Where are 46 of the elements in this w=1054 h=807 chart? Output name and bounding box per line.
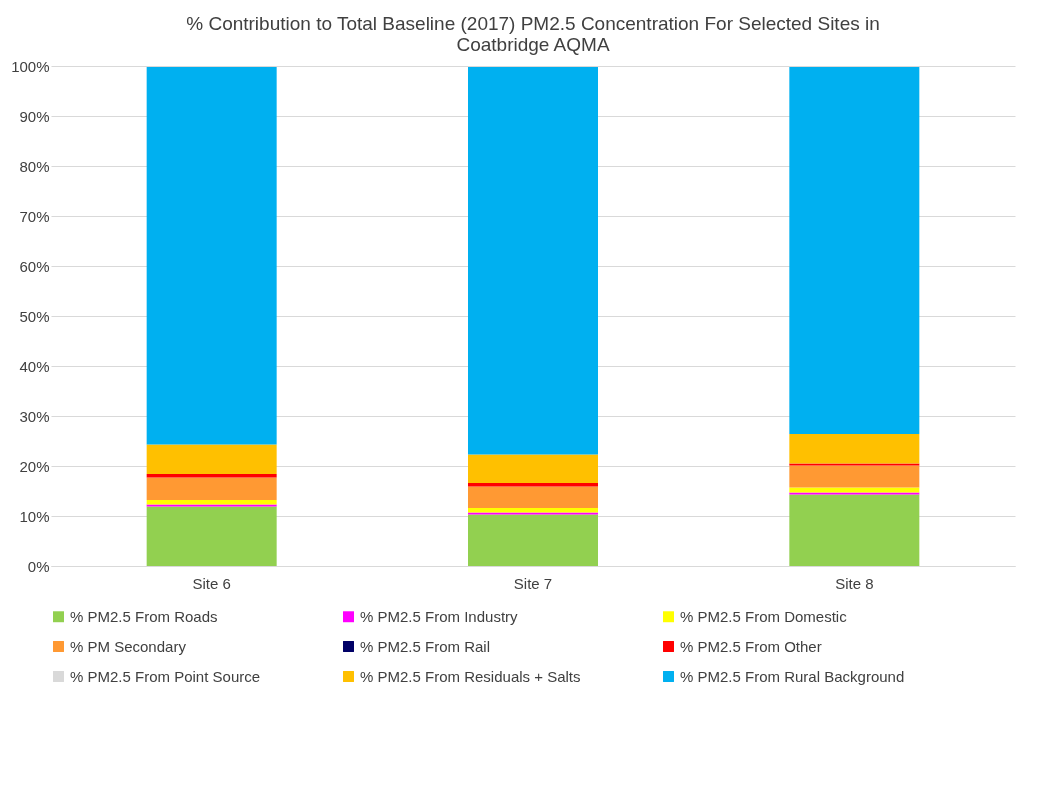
bar xyxy=(468,486,598,508)
y-tick-label: 50% xyxy=(19,307,50,325)
bar xyxy=(789,463,920,466)
x-tick-label: Site 7 xyxy=(513,574,553,592)
y-tick-label: 70% xyxy=(19,207,50,225)
legend-label: % PM2.5 From Point Source xyxy=(70,667,261,685)
bar xyxy=(468,454,598,483)
legend-label: % PM2.5 From Roads xyxy=(70,607,218,625)
text: Coatbridge AQMA xyxy=(456,34,610,55)
bar xyxy=(468,512,598,515)
y-tick-label: 20% xyxy=(19,457,50,475)
bar xyxy=(146,477,277,500)
bar xyxy=(468,514,598,566)
legend-label: % PM2.5 From Rail xyxy=(360,637,491,655)
bar xyxy=(146,67,277,445)
y-tick-label: 100% xyxy=(11,57,50,75)
bar xyxy=(468,483,598,487)
y-tick-label: 80% xyxy=(19,157,50,175)
bar xyxy=(146,444,277,474)
bar xyxy=(146,504,277,507)
legend-label: % PM2.5 From Other xyxy=(680,637,822,655)
legend-label: % PM Secondary xyxy=(70,637,187,655)
y-tick-label: 0% xyxy=(27,557,50,575)
y-tick-label: 90% xyxy=(19,107,50,125)
legend-label: % PM2.5 From Residuals + Salts xyxy=(360,667,581,685)
y-tick-label: 60% xyxy=(19,257,50,275)
x-tick-label: Site 8 xyxy=(835,574,874,592)
bar xyxy=(146,474,277,478)
bar xyxy=(789,465,920,488)
bar xyxy=(468,67,598,455)
y-tick-label: 30% xyxy=(19,407,50,425)
bar xyxy=(789,492,920,495)
bar xyxy=(146,500,277,505)
text: % Contribution to Total Baseline (2017) PM2.5 Concentration For Selected Sites in xyxy=(186,13,880,34)
legend-label: % PM2.5 From Domestic xyxy=(680,607,848,625)
y-tick-label: 40% xyxy=(19,357,50,375)
y-tick-label: 10% xyxy=(19,507,50,525)
legend-label: % PM2.5 From Rural Background xyxy=(680,667,905,685)
legend-label: % PM2.5 From Industry xyxy=(360,607,519,625)
bar xyxy=(146,506,277,566)
bar xyxy=(789,494,920,566)
bar xyxy=(789,67,920,434)
bar xyxy=(789,487,920,493)
bar xyxy=(789,434,920,464)
bar xyxy=(468,508,598,513)
x-tick-label: Site 6 xyxy=(192,574,231,592)
